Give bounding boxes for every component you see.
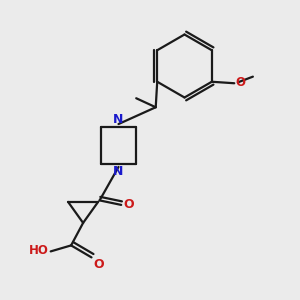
Text: O: O	[93, 258, 104, 271]
Text: N: N	[113, 112, 124, 125]
Text: O: O	[123, 198, 134, 212]
Text: O: O	[235, 76, 245, 89]
Text: HO: HO	[29, 244, 49, 257]
Text: N: N	[113, 165, 124, 178]
